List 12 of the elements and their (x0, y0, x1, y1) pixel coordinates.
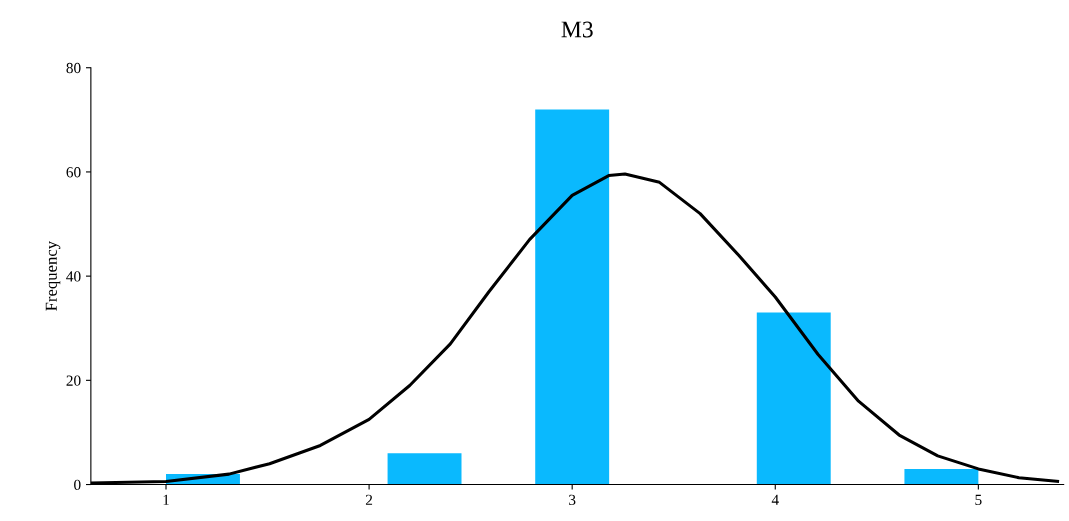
x-tick-label: 1 (163, 494, 169, 505)
y-tick-label: 0 (74, 479, 81, 490)
x-tick-label: 3 (569, 494, 576, 505)
x-tick-label: 5 (975, 494, 982, 505)
y-tick-label: 20 (66, 375, 81, 386)
y-tick-label: 40 (66, 271, 81, 282)
y-tick-label: 80 (66, 62, 81, 74)
y-axis-title: Frequency (45, 241, 61, 311)
x-tick-label: 4 (771, 494, 779, 505)
y-tick-label: 60 (66, 167, 81, 178)
x-tick-label: 2 (365, 494, 373, 505)
chart-title: M3 (561, 21, 593, 38)
